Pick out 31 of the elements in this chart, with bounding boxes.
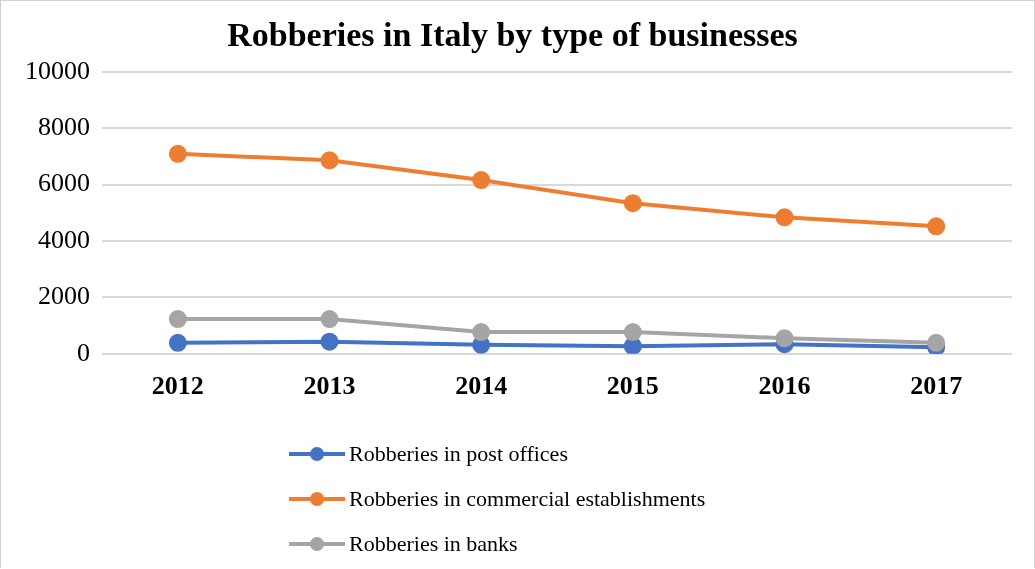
- point: [623, 337, 642, 354]
- point: [927, 217, 946, 236]
- point: [168, 144, 187, 163]
- legend-label: Robberies in post offices: [349, 440, 568, 467]
- y-tick-label: 2000: [38, 281, 90, 311]
- point: [472, 323, 491, 342]
- point: [775, 329, 794, 348]
- point: [168, 333, 187, 352]
- point: [320, 332, 339, 351]
- x-tick-label: 2015: [606, 371, 659, 401]
- y-tick-label: 6000: [38, 168, 90, 198]
- point: [775, 208, 794, 227]
- x-tick-label: 2012: [151, 371, 204, 401]
- legend-label: Robberies in banks: [349, 530, 518, 557]
- point: [168, 310, 187, 329]
- x-tick-label: 2014: [455, 371, 508, 401]
- legend-label: Robberies in commercial establishments: [349, 485, 706, 512]
- x-tick-label: 2013: [303, 371, 356, 401]
- point: [623, 323, 642, 342]
- y-tick-label: 0: [77, 337, 90, 367]
- y-tick-label: 4000: [38, 224, 90, 254]
- x-tick-label: 2016: [758, 371, 811, 401]
- point: [320, 310, 339, 329]
- point: [472, 171, 491, 190]
- point: [623, 194, 642, 213]
- y-tick-label: 8000: [38, 112, 90, 142]
- point: [320, 151, 339, 170]
- point: [927, 333, 946, 352]
- x-tick-label: 2017: [910, 371, 963, 401]
- y-tick-label: 10000: [25, 55, 90, 85]
- chart-title: Robberies in Italy by type of businesses: [227, 16, 798, 54]
